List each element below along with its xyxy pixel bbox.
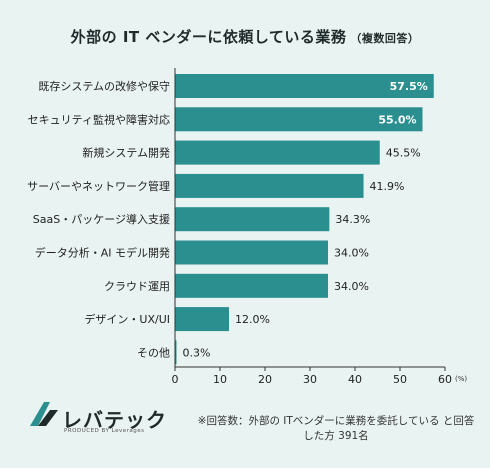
category-label: デザイン・UX/UI xyxy=(84,312,170,326)
value-label: 0.3% xyxy=(183,346,211,359)
x-tick-label: 10 xyxy=(213,373,227,386)
logo-text: レバテック xyxy=(62,408,167,432)
value-label: 55.0% xyxy=(378,113,416,126)
value-label: 34.3% xyxy=(335,213,370,226)
bar xyxy=(175,107,423,132)
category-label: SaaS・パッケージ導入支援 xyxy=(33,212,170,226)
value-label: 45.5% xyxy=(386,147,421,160)
logo-mark-icon xyxy=(30,402,58,426)
category-label: データ分析・AI モデル開発 xyxy=(35,246,170,260)
footnote: ※回答数：外部の ITベンダーに業務を委託している と回答した方 391名 xyxy=(197,415,475,442)
x-tick-label: 30 xyxy=(303,373,317,386)
bar xyxy=(175,340,177,365)
category-label: サーバーやネットワーク管理 xyxy=(27,179,170,193)
category-label: その他 xyxy=(137,346,170,359)
bar xyxy=(175,307,229,332)
bar xyxy=(175,74,434,98)
category-label: セキュリティ監視や障害対応 xyxy=(28,112,170,126)
chart-subtitle: （複数回答） xyxy=(350,32,420,45)
value-label: 34.0% xyxy=(334,280,369,293)
x-tick-label: 20 xyxy=(258,373,272,386)
bar xyxy=(175,173,364,198)
bar xyxy=(175,273,328,298)
bar xyxy=(175,240,328,265)
category-label: クラウド運用 xyxy=(104,280,170,293)
chart-title: 外部の IT ベンダーに依頼している業務 （複数回答） xyxy=(0,26,490,47)
bar-chart: 既存システムの改修や保守 57.5% セキュリティ監視や障害対応 55.0% 新規システ… xyxy=(27,68,467,386)
bar xyxy=(175,207,330,232)
x-tick-label: 60 xyxy=(438,373,452,386)
x-tick-label: 40 xyxy=(348,373,362,386)
logo-subtext: PRODUCED BY Leverages xyxy=(64,428,145,434)
company-logo: レバテック PRODUCED BY Leverages xyxy=(28,400,168,436)
x-tick-label: 0 xyxy=(172,373,179,386)
chart-title-text: 外部の IT ベンダーに依頼している業務 xyxy=(70,28,347,46)
value-label: 34.0% xyxy=(334,247,369,260)
category-label: 既存システムの改修や保守 xyxy=(38,79,170,93)
x-unit-label: (%) xyxy=(455,375,467,383)
category-label: 新規システム開発 xyxy=(82,146,170,160)
value-label: 41.9% xyxy=(370,180,405,193)
x-tick-label: 50 xyxy=(393,373,407,386)
value-label: 12.0% xyxy=(235,313,270,326)
value-label: 57.5% xyxy=(390,80,428,93)
bar xyxy=(175,140,380,165)
